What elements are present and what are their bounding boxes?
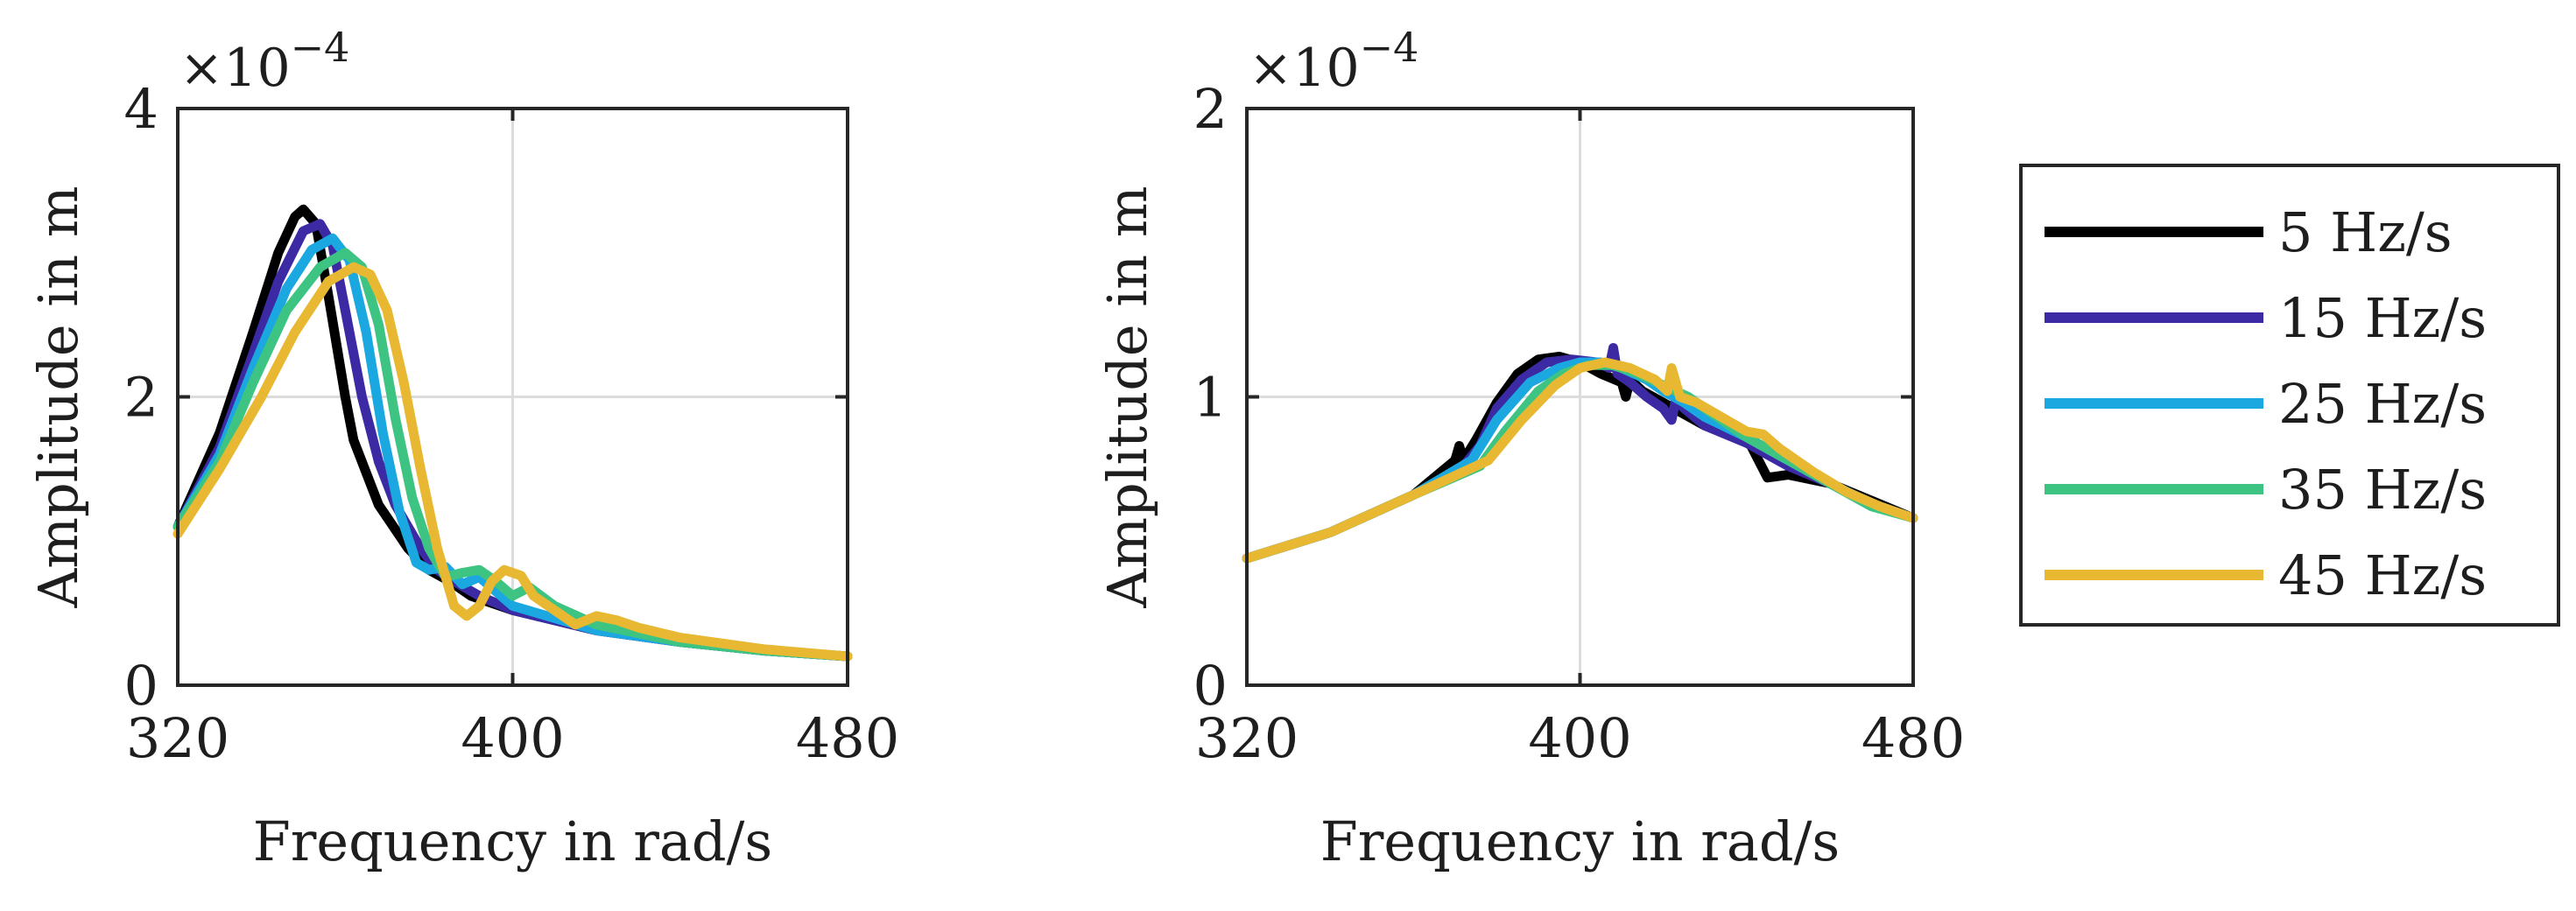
legend: 5 Hz/s 15 Hz/s 25 Hz/s 35 Hz/s 45 Hz/s [2019,164,2560,627]
right-xtick-label: 400 [1528,706,1631,770]
legend-label-2: 25 Hz/s [2278,372,2487,436]
right-ytick-label: 2 [1193,77,1228,141]
right-ytick-label: 0 [1193,654,1228,718]
right-chart-panel: 320 400 480 0 1 2 ×10−4 Frequency in rad/s Ampli… [1095,24,1965,873]
left-chart-panel: 320 400 480 0 2 4 ×10−4 Frequency in rad/s Ampli… [26,24,899,873]
right-series-5-hz-sline [1242,351,1918,564]
left-xtick-label: 320 [126,706,229,770]
right-series-45-hz-sline [1242,357,1918,564]
left-xtick-label: 400 [461,706,564,770]
right-y-axis-label: Amplitude in m [1095,186,1159,608]
right-xtick-label: 320 [1195,706,1299,770]
left-ytick-label: 4 [124,77,158,141]
left-y-exponent-label: ×10−4 [179,24,349,99]
left-ytick-label: 2 [124,366,158,430]
legend-label-0: 5 Hz/s [2278,200,2453,264]
left-xtick-label: 480 [796,706,899,770]
left-ytick-label: 0 [124,654,158,718]
right-ytick-label: 1 [1193,366,1228,430]
right-x-axis-label: Frequency in rad/s [1320,809,1841,873]
right-xtick-label: 480 [1862,706,1965,770]
right-y-exponent-value: −4 [1360,24,1419,71]
left-y-exponent-value: −4 [291,24,350,71]
left-series-45-hz-sline [172,262,853,662]
legend-box [2019,164,2560,627]
legend-label-3: 35 Hz/s [2278,458,2487,522]
legend-label-4: 45 Hz/s [2278,543,2487,607]
legend-label-1: 15 Hz/s [2278,286,2487,350]
right-y-exponent-label: ×10−4 [1249,24,1418,99]
left-x-axis-label: Frequency in rad/s [253,809,773,873]
left-y-axis-label: Amplitude in m [26,186,90,608]
